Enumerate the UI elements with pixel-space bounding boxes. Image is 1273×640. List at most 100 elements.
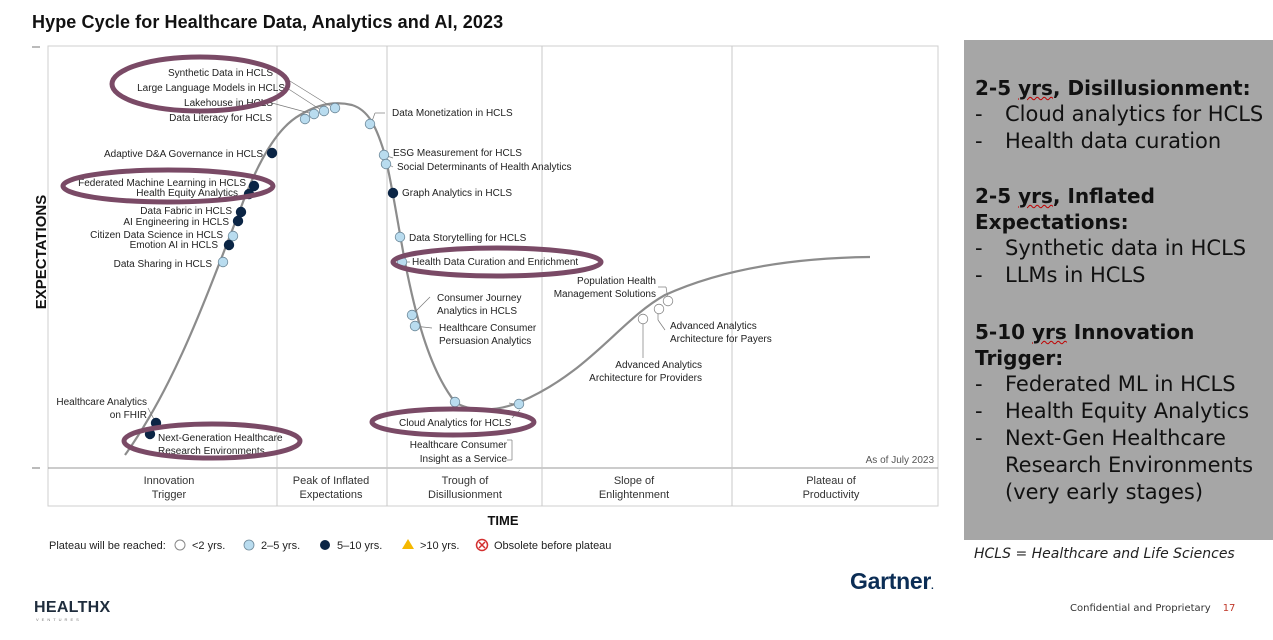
dot-providers [637, 313, 649, 325]
label-esg: ESG Measurement for HCLS [393, 148, 522, 159]
label-cloud-analytics: Cloud Analytics for HCLS [399, 418, 512, 429]
legend-label-obsolete: Obsolete before plateau [494, 540, 611, 552]
chart-title: Hype Cycle for Healthcare Data, Analytic… [32, 12, 504, 32]
dot-synthetic-data [329, 102, 341, 114]
label-data-storytelling: Data Storytelling for HCLS [409, 233, 527, 244]
label-synthetic-data: Synthetic Data in HCLS [168, 68, 273, 79]
list-item: Health Equity Analytics [975, 398, 1273, 425]
disillusionment-heading: 2-5 yrs, Disillusionment: [975, 75, 1273, 101]
label-insight-line1: Healthcare Consumer [410, 440, 508, 451]
phase-peak-line2: Expectations [300, 489, 363, 501]
label-pophealth-line2: Management Solutions [554, 289, 656, 300]
dot-federated-ml [248, 180, 260, 192]
label-payers-line1: Advanced Analytics [670, 321, 757, 332]
data-points [144, 102, 674, 440]
label-sdoh: Social Determinants of Health Analytics [397, 162, 572, 173]
heading-yrs: yrs [1032, 320, 1067, 344]
innovation-block: 5-10 yrs Innovation Trigger: Federated M… [975, 319, 1273, 506]
dot-population-health [662, 295, 674, 307]
inflated-heading: 2-5 yrs, Inflated Expectations: [975, 183, 1273, 235]
label-nextgen-line1: Next-Generation Healthcare [158, 433, 283, 444]
heading-part: Innovation Trigger: [975, 320, 1195, 370]
healthx-logo: HEALTHX VENTURES [34, 599, 111, 622]
legend-marker-gt10 [402, 539, 414, 549]
label-llm: Large Language Models in HCLS [137, 83, 285, 94]
label-persuasion-line1: Healthcare Consumer [439, 323, 537, 334]
gartner-logo: Gartner. [850, 568, 934, 595]
phase-trough-line1: Trough of [442, 475, 490, 487]
page-number: 17 [1222, 603, 1236, 614]
dot-llm [318, 105, 330, 117]
legend-marker-2to5 [243, 539, 255, 551]
legend-label-5to10: 5–10 yrs. [337, 540, 382, 552]
hcls-footnote: HCLS = Healthcare and Life Sciences [974, 546, 1235, 562]
label-adaptive-governance: Adaptive D&A Governance in HCLS [104, 149, 263, 160]
label-nextgen-line2: Research Environments [158, 446, 265, 457]
label-federated-ml: Federated Machine Learning in HCLS [78, 178, 246, 189]
y-axis-title: EXPECTATIONS [33, 195, 50, 309]
phase-innovation-line2: Trigger [152, 489, 187, 501]
healthx-wordmark: HEALTHX [34, 599, 111, 616]
dot-consumer-insight [513, 398, 525, 410]
label-insight-line2: Insight as a Service [420, 454, 508, 465]
healthx-subtitle: VENTURES [36, 617, 82, 622]
dot-graph-analytics [387, 187, 399, 199]
phase-innovation-line1: Innovation [144, 475, 195, 487]
dot-data-sharing [217, 256, 229, 268]
dot-esg [378, 149, 390, 161]
legend-label-2to5: 2–5 yrs. [261, 540, 300, 552]
highlight-nextgen [121, 421, 303, 461]
phase-trough-line2: Disillusionment [428, 489, 502, 501]
label-fhir-line1: Healthcare Analytics [56, 397, 147, 408]
label-providers-line1: Advanced Analytics [615, 360, 702, 371]
list-item: Next-Gen Healthcare Research Environment… [975, 425, 1273, 506]
label-data-sharing: Data Sharing in HCLS [114, 259, 213, 270]
x-axis-title: TIME [487, 513, 518, 528]
label-consumer-journey-line1: Consumer Journey [437, 293, 521, 304]
dot-payers [653, 303, 665, 315]
dot-consumer-journey [406, 309, 418, 321]
dot-data-fabric [235, 206, 247, 218]
label-data-fabric: Data Fabric in HCLS [140, 206, 232, 217]
as-of-label: As of July 2023 [866, 455, 935, 466]
phase-plateau-line1: Plateau of [806, 475, 856, 487]
dot-data-monetization [364, 118, 376, 130]
label-pophealth-line1: Population Health [577, 276, 656, 287]
highlight-cloud [369, 406, 537, 438]
list-item: Cloud analytics for HCLS [975, 101, 1273, 128]
innovation-heading: 5-10 yrs Innovation Trigger: [975, 319, 1273, 371]
dot-emotion-ai [223, 239, 235, 251]
list-item: Synthetic data in HCLS [975, 235, 1273, 262]
label-data-monetization: Data Monetization in HCLS [392, 108, 513, 119]
list-item: Federated ML in HCLS [975, 371, 1273, 398]
phase-plateau-line2: Productivity [803, 489, 860, 501]
label-ai-engineering: AI Engineering in HCLS [123, 217, 229, 228]
phase-slope-line1: Slope of [614, 475, 655, 487]
heading-part: , Disillusionment: [1052, 76, 1251, 100]
label-data-literacy: Data Literacy for HCLS [169, 113, 272, 124]
dot-sdoh [380, 158, 392, 170]
disillusionment-block: 2-5 yrs, Disillusionment: Cloud analytic… [975, 75, 1273, 155]
heading-yrs: yrs [1018, 184, 1053, 208]
confidential-label: Confidential and Proprietary [1070, 603, 1211, 614]
label-fhir-line2: on FHIR [110, 410, 147, 421]
phase-slope-line2: Enlightenment [599, 489, 669, 501]
legend-label-lt2: <2 yrs. [192, 540, 225, 552]
legend-marker-lt2 [174, 539, 186, 551]
highlight-peak [109, 54, 291, 114]
dot-consumer-persuasion [409, 320, 421, 332]
phase-peak-line1: Peak of Inflated [293, 475, 369, 487]
label-providers-line2: Architecture for Providers [589, 373, 702, 384]
dot-cloud-analytics [449, 396, 461, 408]
list-item: LLMs in HCLS [975, 262, 1273, 289]
label-persuasion-line2: Persuasion Analytics [439, 336, 531, 347]
footer: Confidential and Proprietary 17 [1070, 603, 1235, 614]
highlight-trigger [60, 167, 276, 205]
legend-label-gt10: >10 yrs. [420, 540, 459, 552]
dot-data-storytelling [394, 231, 406, 243]
heading-part: 2-5 [975, 76, 1019, 100]
dot-ai-engineering [232, 215, 244, 227]
highlight-ellipses [60, 54, 604, 461]
heading-part: 2-5 [975, 184, 1019, 208]
label-consumer-journey-line2: Analytics in HCLS [437, 306, 517, 317]
